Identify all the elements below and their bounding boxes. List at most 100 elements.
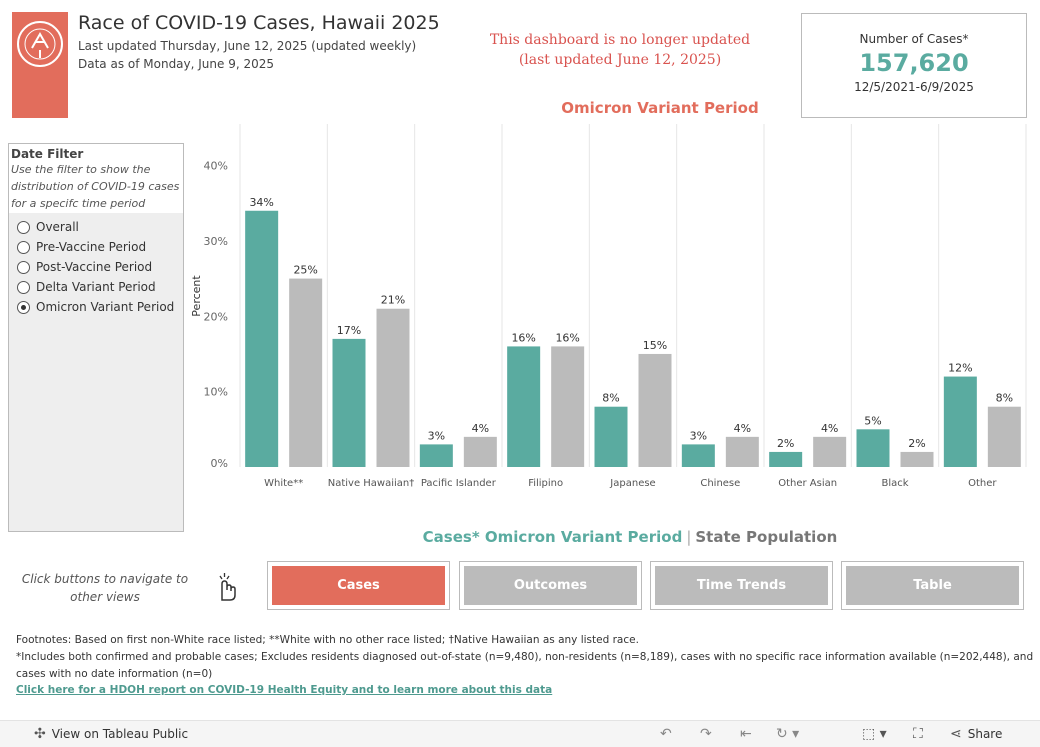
time-trends-button[interactable]: Time Trends	[655, 566, 828, 605]
radio-selected-icon	[17, 300, 30, 314]
y-tick-label: 20%	[204, 310, 228, 323]
filter-option-delta[interactable]: Delta Variant Period	[9, 277, 183, 297]
date-filter-panel: Date Filter Use the filter to show the d…	[8, 143, 184, 532]
bar-data-label: 5%	[864, 414, 881, 427]
outcomes-button[interactable]: Outcomes	[464, 566, 637, 605]
footnote-line-1: Footnotes: Based on first non-White race…	[16, 634, 639, 646]
view-on-tableau-label: View on Tableau Public	[51, 727, 189, 741]
nav-cases-frame: Cases	[267, 561, 450, 610]
nav-table-frame: Table	[841, 561, 1024, 610]
share-label: Share	[967, 727, 1003, 741]
health-equity-report-link[interactable]: Click here for a HDOH report on COVID-19…	[16, 684, 553, 696]
revert-icon[interactable]: ⇤	[740, 726, 752, 742]
radio-icon	[17, 220, 30, 234]
cases-bar	[943, 376, 977, 467]
download-icon[interactable]: ⬚ ▾	[862, 726, 887, 742]
filter-option-overall[interactable]: Overall	[9, 217, 183, 237]
population-bar	[638, 353, 672, 467]
bar-data-label: 17%	[337, 324, 361, 337]
population-bar	[813, 436, 847, 467]
filter-help-line-2: distribution of COVID-19 cases	[11, 180, 180, 193]
category-label: Pacific Islander	[421, 478, 497, 489]
category-label: Native Hawaiian†	[328, 478, 415, 489]
filter-header: Date Filter Use the filter to show the d…	[9, 144, 183, 213]
filter-option-pre-vaccine[interactable]: Pre-Vaccine Period	[9, 237, 183, 257]
view-on-tableau-public[interactable]: ✣ View on Tableau Public	[34, 726, 188, 742]
y-tick-label: 30%	[204, 235, 228, 248]
table-button[interactable]: Table	[846, 566, 1019, 605]
population-bar	[900, 451, 934, 467]
bar-data-label: 25%	[293, 264, 317, 277]
filter-option-label: Omicron Variant Period	[36, 300, 175, 314]
population-bar	[725, 436, 759, 467]
cases-bar	[769, 451, 803, 467]
race-bar-chart: 0% 10% 20% 30% 40% Percent 34% 25% White** 17% 21%…	[190, 124, 1027, 489]
seal-icon	[17, 21, 63, 67]
notice-line-1: This dashboard is no longer updated	[489, 32, 751, 48]
category-label: Filipino	[528, 478, 563, 489]
category-label: Black	[881, 478, 908, 489]
category-label: White**	[264, 478, 303, 489]
cases-bar	[856, 429, 890, 467]
filter-option-omicron[interactable]: Omicron Variant Period	[9, 297, 183, 317]
cases-bar	[245, 210, 279, 467]
bar-data-label: 21%	[381, 294, 405, 307]
category-label: Other	[968, 478, 997, 489]
bar-data-label: 4%	[472, 422, 489, 435]
bar-data-label: 3%	[690, 429, 707, 442]
kpi-label: Number of Cases*	[859, 32, 969, 46]
kpi-date-range: 12/5/2021-6/9/2025	[854, 80, 974, 94]
filter-option-post-vaccine[interactable]: Post-Vaccine Period	[9, 257, 183, 277]
bar-data-label: 8%	[996, 392, 1013, 405]
filter-title: Date Filter	[11, 147, 84, 161]
no-longer-updated-notice: This dashboard is no longer updated (las…	[440, 30, 800, 70]
nav-time-trends-frame: Time Trends	[650, 561, 833, 610]
footnote-line-3: cases with no date information (n=0)	[16, 668, 213, 680]
bar-data-label: 16%	[511, 331, 535, 344]
filter-option-label: Overall	[36, 220, 79, 234]
bar-data-label: 4%	[821, 422, 838, 435]
category-label: Other Asian	[778, 478, 837, 489]
cases-button[interactable]: Cases	[272, 566, 445, 605]
chart-legend: Cases* Omicron Variant Period | State Popu…	[320, 528, 940, 546]
cases-bar	[419, 444, 453, 467]
redo-icon[interactable]: ↷	[700, 726, 712, 742]
population-bar	[987, 406, 1021, 467]
tableau-logo-icon: ✣	[34, 726, 46, 742]
bar-data-label: 15%	[643, 339, 667, 352]
navigation-hint-line-1: Click buttons to navigate to	[21, 572, 189, 586]
last-updated-text: Last updated Thursday, June 12, 2025 (up…	[78, 39, 417, 53]
bar-data-label: 3%	[428, 429, 445, 442]
share-button[interactable]: ⋖ Share	[950, 726, 1002, 742]
undo-icon[interactable]: ↶	[660, 726, 672, 742]
pointer-hand-icon	[212, 570, 240, 602]
bar-data-label: 4%	[734, 422, 751, 435]
navigation-hint-line-2: other views	[70, 590, 140, 604]
category-label: Japanese	[609, 478, 655, 489]
filter-option-label: Post-Vaccine Period	[36, 260, 153, 274]
bar-data-label: 34%	[249, 196, 273, 209]
y-tick-label: 10%	[204, 386, 228, 399]
footnote-link-row: Click here for a HDOH report on COVID-19…	[16, 684, 552, 696]
period-title: Omicron Variant Period	[561, 99, 759, 117]
bar-data-label: 16%	[555, 331, 579, 344]
population-bar	[376, 308, 410, 467]
legend-separator: |	[686, 528, 692, 546]
bar-data-label: 8%	[602, 392, 619, 405]
y-tick-label: 0%	[211, 457, 228, 470]
case-count-card: Number of Cases* 157,620 12/5/2021-6/9/2…	[801, 13, 1027, 118]
cases-bar	[594, 406, 628, 467]
filter-help-line-3: for a specifc time period	[11, 197, 146, 210]
navigation-hint: Click buttons to navigate to other views	[20, 570, 190, 606]
notice-line-2: (last updated June 12, 2025)	[518, 52, 722, 68]
data-as-of-text: Data as of Monday, June 9, 2025	[78, 57, 275, 71]
bar-data-label: 2%	[908, 437, 925, 450]
y-axis-label: Percent	[190, 275, 203, 317]
population-bar	[289, 278, 323, 467]
legend-state-population: State Population	[695, 528, 838, 546]
y-tick-label: 40%	[204, 160, 228, 173]
hawaii-doh-logo	[12, 12, 68, 118]
fullscreen-icon[interactable]: ⛶	[913, 726, 923, 742]
radio-icon	[17, 280, 30, 294]
refresh-icon[interactable]: ↻ ▾	[776, 726, 800, 742]
